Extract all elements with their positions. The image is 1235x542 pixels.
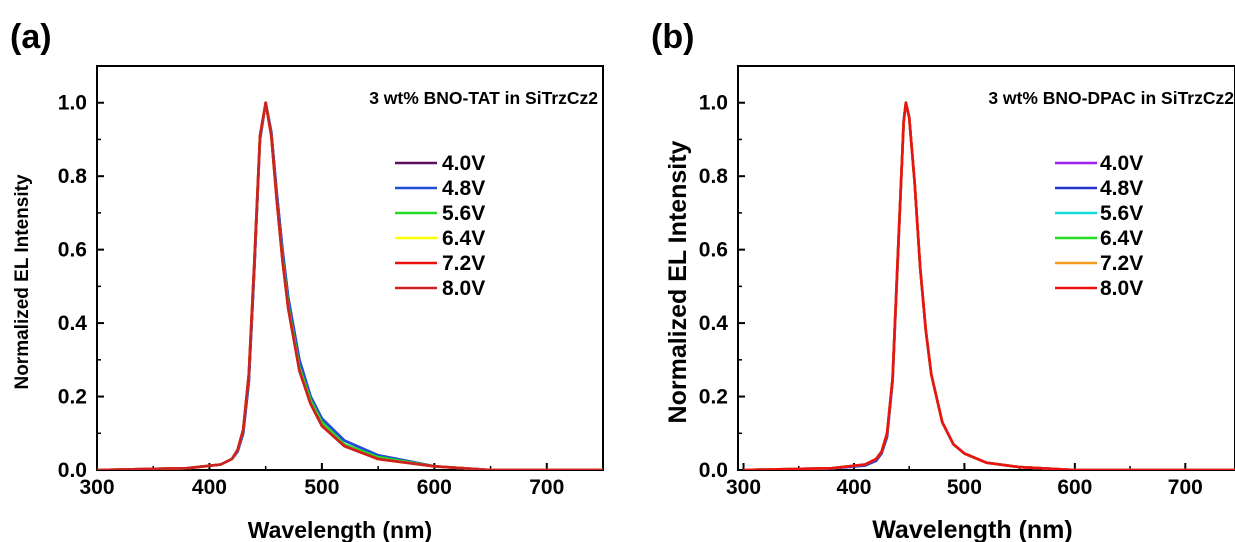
x-tick-label: 700 xyxy=(529,476,564,499)
panel-label: (a) xyxy=(10,18,52,56)
series-line-5-6V xyxy=(743,101,1235,470)
chart-panel-a: (a) 300 400 500 600 700 0.0 0.2 0.4 0.6 0.8 1.0 Wave… xyxy=(10,18,604,542)
legend-label: 5.6V xyxy=(1100,202,1143,225)
legend-label: 8.0V xyxy=(1100,277,1143,300)
legend-label: 6.4V xyxy=(442,227,485,250)
legend-label: 7.2V xyxy=(442,252,485,275)
legend-label: 4.0V xyxy=(1100,152,1143,175)
series-line-6-4V xyxy=(743,101,1235,470)
x-tick-label: 600 xyxy=(417,476,452,499)
legend-label: 8.0V xyxy=(442,277,485,300)
series-line-6-4V xyxy=(97,101,603,470)
legend-label: 4.8V xyxy=(442,177,485,200)
series-line-8-0V xyxy=(97,101,603,470)
annotation: 3 wt% BNO-TAT in SiTrzCz2 xyxy=(369,88,598,108)
series-line-4-8V xyxy=(97,101,603,470)
y-tick-label: 1.0 xyxy=(699,92,728,115)
y-tick-label: 0.4 xyxy=(58,312,88,335)
series-line-7-2V xyxy=(743,101,1235,470)
x-tick-label: 500 xyxy=(947,476,982,499)
y-tick-label: 0.0 xyxy=(699,459,728,482)
y-tick-label: 0.2 xyxy=(699,386,728,409)
y-tick-label: 1.0 xyxy=(58,92,87,115)
y-axis-title: Normalized EL Intensity xyxy=(12,174,33,389)
x-tick-label: 400 xyxy=(192,476,227,499)
legend-label: 5.6V xyxy=(442,202,485,225)
panel-label: (b) xyxy=(651,18,694,56)
chart-panel-b: (b) 300 400 500 600 700 0.0 0.2 0.4 0.6 0.8 1.0 Wave… xyxy=(651,18,1235,542)
series-group xyxy=(97,101,603,470)
x-tick-label: 300 xyxy=(79,476,114,499)
x-tick-label: 700 xyxy=(1168,476,1203,499)
y-tick-label: 0.6 xyxy=(58,239,87,262)
legend-label: 4.8V xyxy=(1100,177,1143,200)
y-tick-label: 0.4 xyxy=(699,312,729,335)
series-line-4-8V xyxy=(743,101,1235,470)
y-tick-label: 0.2 xyxy=(58,386,87,409)
legend-label: 6.4V xyxy=(1100,227,1143,250)
y-tick-label: 0.8 xyxy=(699,165,729,188)
x-axis-title: Wavelength (nm) xyxy=(248,517,432,542)
x-tick-label: 400 xyxy=(836,476,871,499)
x-tick-label: 600 xyxy=(1057,476,1092,499)
x-tick-label: 300 xyxy=(726,476,761,499)
plot-frame xyxy=(96,65,604,471)
series-group xyxy=(743,101,1235,470)
series-line-4-0V xyxy=(743,101,1235,470)
annotation: 3 wt% BNO-DPAC in SiTrzCz2 xyxy=(988,88,1234,108)
x-axis-title: Wavelength (nm) xyxy=(872,516,1072,542)
x-tick-label: 500 xyxy=(304,476,339,499)
series-line-5-6V xyxy=(97,101,603,470)
y-tick-label: 0.0 xyxy=(58,459,87,482)
series-line-7-2V xyxy=(97,101,603,470)
y-tick-label: 0.8 xyxy=(58,165,88,188)
y-axis-title: Normalized EL Intensity xyxy=(664,140,692,423)
series-line-8-0V xyxy=(743,101,1235,470)
plot-frame xyxy=(737,65,1235,471)
series-line-4-0V xyxy=(97,101,603,470)
legend-label: 4.0V xyxy=(442,152,485,175)
legend-label: 7.2V xyxy=(1100,252,1143,275)
y-tick-label: 0.6 xyxy=(699,239,728,262)
